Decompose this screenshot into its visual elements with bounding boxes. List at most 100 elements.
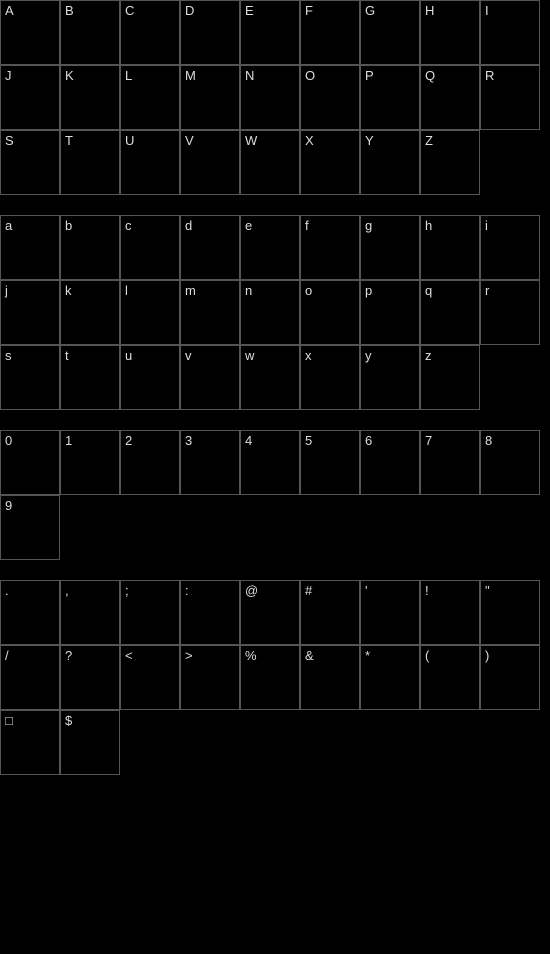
glyph-cell: A [0, 0, 60, 65]
glyph-cell: N [240, 65, 300, 130]
glyph-label: p [365, 283, 372, 298]
glyph-label: 8 [485, 433, 492, 448]
glyph-cell: W [240, 130, 300, 195]
glyph-cell: z [420, 345, 480, 410]
glyph-label: 4 [245, 433, 252, 448]
glyph-label: K [65, 68, 74, 83]
glyph-label: : [185, 583, 189, 598]
glyph-cell: u [120, 345, 180, 410]
glyph-label: X [305, 133, 314, 148]
glyph-label: A [5, 3, 14, 18]
glyph-label: 7 [425, 433, 432, 448]
glyph-cell: V [180, 130, 240, 195]
glyph-cell: e [240, 215, 300, 280]
glyph-cell: 4 [240, 430, 300, 495]
glyph-label: b [65, 218, 72, 233]
glyph-cell: Y [360, 130, 420, 195]
glyph-label: w [245, 348, 254, 363]
glyph-cell: @ [240, 580, 300, 645]
glyph-label: " [485, 583, 490, 598]
glyph-label: W [245, 133, 257, 148]
glyph-label: C [125, 3, 134, 18]
glyph-label: M [185, 68, 196, 83]
glyph-cell: Q [420, 65, 480, 130]
glyph-cell: . [0, 580, 60, 645]
glyph-cell: c [120, 215, 180, 280]
glyph-label: T [65, 133, 73, 148]
glyph-cell: 2 [120, 430, 180, 495]
glyph-label: l [125, 283, 128, 298]
glyph-label: < [125, 648, 133, 663]
glyph-cell: n [240, 280, 300, 345]
glyph-cell: o [300, 280, 360, 345]
glyph-label: ; [125, 583, 129, 598]
glyph-cell: D [180, 0, 240, 65]
glyph-cell: G [360, 0, 420, 65]
glyph-label: e [245, 218, 252, 233]
glyph-label: q [425, 283, 432, 298]
glyph-label: * [365, 648, 370, 663]
glyph-label: x [305, 348, 312, 363]
glyph-label: D [185, 3, 194, 18]
glyph-cell: J [0, 65, 60, 130]
glyph-cell: / [0, 645, 60, 710]
glyph-label: % [245, 648, 257, 663]
glyph-label: G [365, 3, 375, 18]
glyph-cell: P [360, 65, 420, 130]
glyph-cell: O [300, 65, 360, 130]
glyph-cell: □ [0, 710, 60, 775]
glyph-cell: i [480, 215, 540, 280]
glyph-section-uppercase: ABCDEFGHIJKLMNOPQRSTUVWXYZ [0, 0, 550, 195]
glyph-label: O [305, 68, 315, 83]
glyph-cell: 0 [0, 430, 60, 495]
glyph-cell: ' [360, 580, 420, 645]
glyph-label: z [425, 348, 432, 363]
glyph-label: P [365, 68, 374, 83]
glyph-cell: 1 [60, 430, 120, 495]
glyph-cell: & [300, 645, 360, 710]
glyph-label: 9 [5, 498, 12, 513]
glyph-label: 2 [125, 433, 132, 448]
glyph-grid: ABCDEFGHIJKLMNOPQRSTUVWXYZ [0, 0, 540, 195]
glyph-label: # [305, 583, 312, 598]
glyph-label: R [485, 68, 494, 83]
glyph-cell: h [420, 215, 480, 280]
glyph-label: g [365, 218, 372, 233]
glyph-label: S [5, 133, 14, 148]
glyph-cell: j [0, 280, 60, 345]
glyph-label: j [5, 283, 8, 298]
glyph-label: r [485, 283, 489, 298]
glyph-cell: s [0, 345, 60, 410]
glyph-cell: 9 [0, 495, 60, 560]
glyph-cell: H [420, 0, 480, 65]
glyph-cell: % [240, 645, 300, 710]
glyph-label: @ [245, 583, 258, 598]
glyph-cell: ( [420, 645, 480, 710]
glyph-cell: # [300, 580, 360, 645]
glyph-label: B [65, 3, 74, 18]
glyph-label: k [65, 283, 72, 298]
glyph-cell: > [180, 645, 240, 710]
glyph-cell: p [360, 280, 420, 345]
glyph-cell: T [60, 130, 120, 195]
glyph-cell: C [120, 0, 180, 65]
glyph-section-symbols: .,;:@#'!"/?<>%&*()□$ [0, 580, 550, 775]
font-map-root: ABCDEFGHIJKLMNOPQRSTUVWXYZabcdefghijklmn… [0, 0, 550, 775]
glyph-label: E [245, 3, 254, 18]
glyph-section-digits: 0123456789 [0, 430, 550, 560]
glyph-label: N [245, 68, 254, 83]
glyph-cell: S [0, 130, 60, 195]
glyph-cell: Z [420, 130, 480, 195]
glyph-cell: b [60, 215, 120, 280]
glyph-label: u [125, 348, 132, 363]
glyph-cell: ; [120, 580, 180, 645]
glyph-cell: 8 [480, 430, 540, 495]
glyph-label: 6 [365, 433, 372, 448]
glyph-label: U [125, 133, 134, 148]
glyph-label: & [305, 648, 314, 663]
glyph-label: t [65, 348, 69, 363]
glyph-cell: E [240, 0, 300, 65]
glyph-label: / [5, 648, 9, 663]
glyph-label: Q [425, 68, 435, 83]
glyph-cell: 6 [360, 430, 420, 495]
